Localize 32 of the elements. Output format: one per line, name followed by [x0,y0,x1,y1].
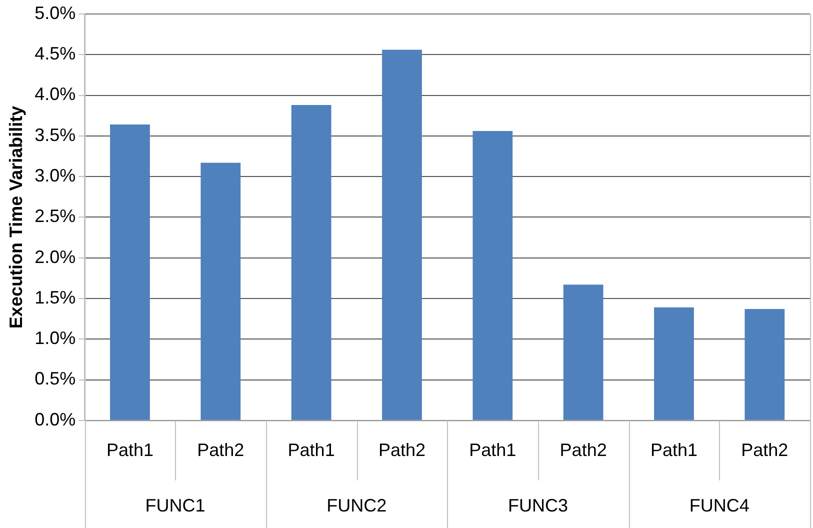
text: FUNC4 [689,495,750,516]
bar [291,105,332,420]
x-tick-label: Path2 [741,440,788,460]
text: FUNC3 [508,495,568,516]
x-tick-label: Path1 [288,440,335,460]
y-tick-label: 4.5% [34,44,76,64]
y-tick-label: 0.0% [34,409,76,430]
bar [744,309,785,420]
bar [382,50,422,420]
y-tick-label: 1.5% [34,287,76,308]
y-tick-label: 1.0% [34,328,76,348]
x-tick-label: Path2 [378,440,426,460]
y-tick-label: 0.5% [34,368,76,389]
y-tick-label: 2.0% [34,246,76,267]
text: FUNC1 [145,495,206,516]
y-axis-title: Execution Time Variability [6,106,26,329]
bar [654,307,694,420]
bar [200,162,241,420]
bar [563,284,604,420]
x-tick-label: Path2 [560,440,607,460]
y-tick-label: 2.5% [34,206,76,226]
x-tick-label: Path1 [650,440,698,460]
x-tick-label: Path1 [469,440,516,460]
y-tick-label: 5.0% [34,2,76,23]
x-tick-label: Path1 [106,440,154,460]
y-tick-label: 3.5% [34,124,76,145]
bar [472,131,513,420]
bar [110,124,150,420]
text: FUNC2 [326,495,387,516]
x-tick-label: Path2 [197,440,244,460]
y-tick-label: 3.0% [34,166,76,186]
y-tick-label: 4.0% [34,84,76,104]
